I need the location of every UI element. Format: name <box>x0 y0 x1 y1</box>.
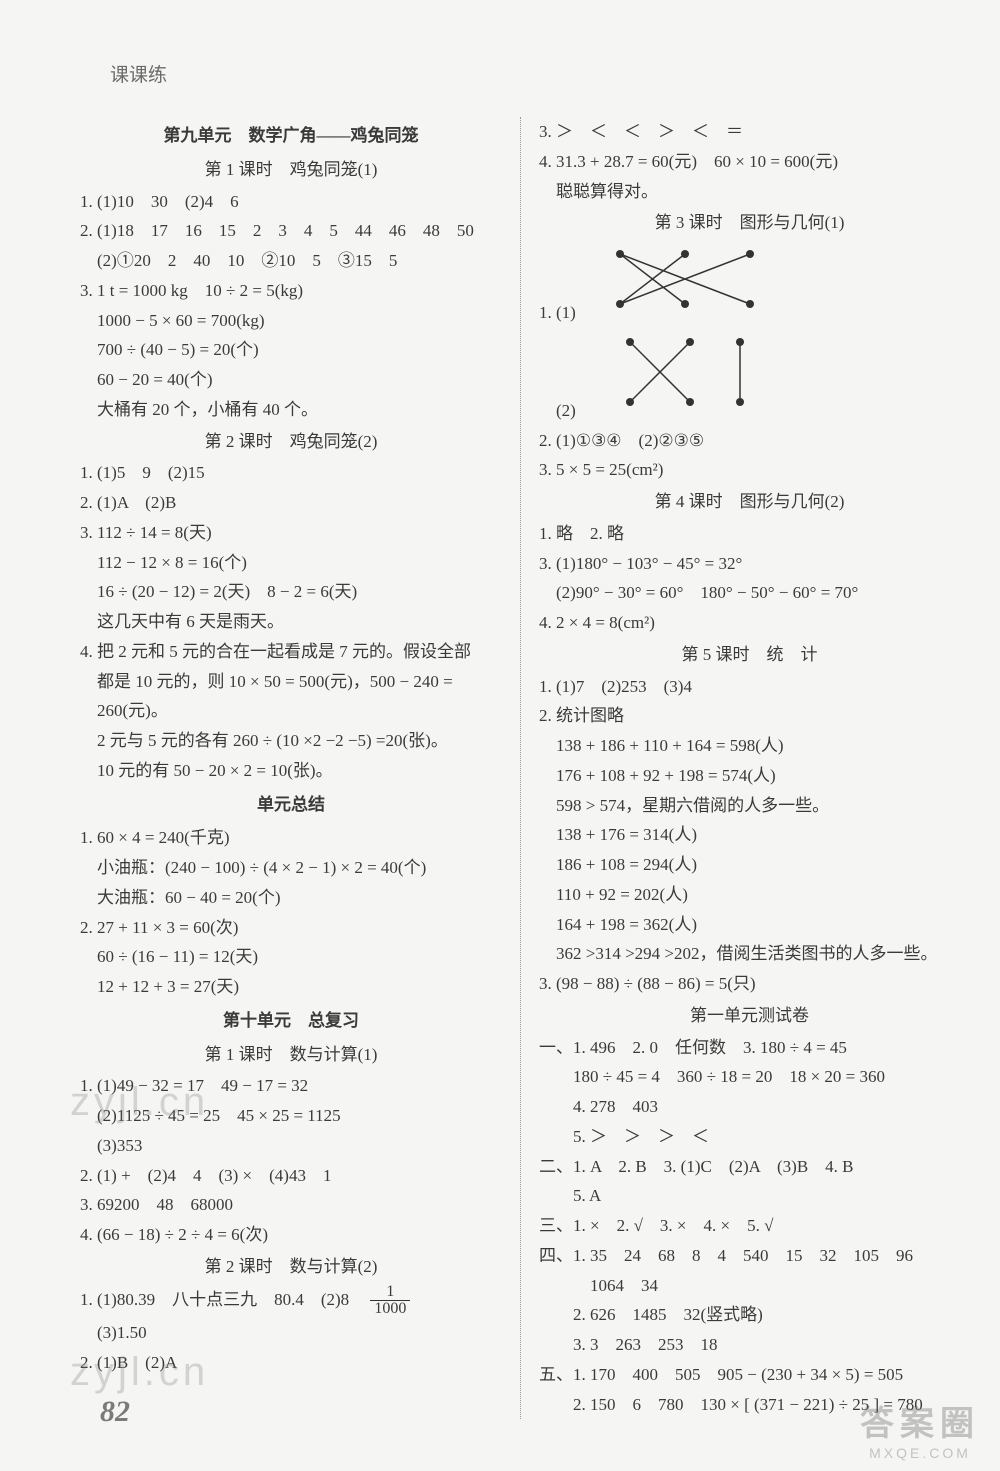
answer-line: 1. (1)80.39 八十点三九 80.4 (2)8 1 1000 <box>80 1284 502 1319</box>
answer-line: 4. 把 2 元和 5 元的合在一起看成是 7 元的。假设全部 <box>80 637 502 667</box>
page-number: 82 <box>100 1395 130 1429</box>
unit9-title: 第九单元 数学广角——鸡兔同笼 <box>80 121 502 151</box>
answer-line: 3. 69200 48 68000 <box>80 1190 502 1220</box>
answer-line: 4. 31.3 + 28.7 = 60(元) 60 × 10 = 600(元) <box>539 147 960 177</box>
answer-line: 2. 统计图略 <box>539 701 960 731</box>
fraction: 1 1000 <box>370 1284 410 1319</box>
matching-diagram-2 <box>610 332 760 412</box>
brand-watermark: 答案圈 MXQE.COM <box>860 1396 980 1461</box>
answer-line: 3. 5 × 5 = 25(cm²) <box>539 455 960 485</box>
answer-line: 260(元)。 <box>80 696 502 726</box>
u9-summary-title: 单元总结 <box>80 790 502 820</box>
unit10-title: 第十单元 总复习 <box>80 1006 502 1036</box>
answer-line: 2. (1) + (2)4 4 (3) × (4)43 1 <box>80 1161 502 1191</box>
answer-line: 二、1. A 2. B 3. (1)C (2)A (3)B 4. B <box>539 1152 960 1182</box>
answer-line: 2 元与 5 元的各有 260 ÷ (10 ×2 −2 −5) =20(张)。 <box>80 726 502 756</box>
answer-line: 3. ＞ ＜ ＜ ＞ ＜ ＝ <box>539 117 960 147</box>
answer-line: 3. 112 ÷ 14 = 8(天) <box>80 518 502 548</box>
answer-line: 一、1. 496 2. 0 任何数 3. 180 ÷ 4 = 45 <box>539 1033 960 1063</box>
brand-url: MXQE.COM <box>860 1445 980 1461</box>
answer-line: 1. 略 2. 略 <box>539 519 960 549</box>
u10-l3-title: 第 3 课时 图形与几何(1) <box>539 208 960 238</box>
test1-title: 第一单元测试卷 <box>539 1001 960 1031</box>
answer-line: 16 ÷ (20 − 12) = 2(天) 8 − 2 = 6(天) <box>80 577 502 607</box>
answer-line: 1064 34 <box>539 1271 960 1301</box>
fraction-numerator: 1 <box>370 1284 410 1302</box>
answer-line: 3. 3 263 253 18 <box>539 1330 960 1360</box>
answer-line: (3)353 <box>80 1131 502 1161</box>
u10-l1-title: 第 1 课时 数与计算(1) <box>80 1040 502 1070</box>
answer-line: 三、1. × 2. √ 3. × 4. × 5. √ <box>539 1211 960 1241</box>
answer-line: 2. (1)A (2)B <box>80 488 502 518</box>
left-column: 第九单元 数学广角——鸡兔同笼 第 1 课时 鸡兔同笼(1) 1. (1)10 … <box>80 117 520 1419</box>
answer-line: 4. 278 403 <box>539 1092 960 1122</box>
book-title: 课课练 <box>110 60 960 87</box>
answer-line: 五、1. 170 400 505 905 − (230 + 34 × 5) = … <box>539 1360 960 1390</box>
answer-line: 1. (1) <box>539 240 960 328</box>
answer-line: 1. (1)7 (2)253 (3)4 <box>539 672 960 702</box>
brand-name: 答案圈 <box>860 1396 980 1445</box>
answer-line: 186 + 108 = 294(人) <box>539 850 960 880</box>
answer-line: 362 >314 >294 >202，借阅生活类图书的人多一些。 <box>539 939 960 969</box>
answer-line: 164 + 198 = 362(人) <box>539 910 960 940</box>
answer-line: 都是 10 元的，则 10 × 50 = 500(元)，500 − 240 = <box>80 667 502 697</box>
answer-line: 1. (1)49 − 32 = 17 49 − 17 = 32 <box>80 1071 502 1101</box>
fraction-denominator: 1000 <box>370 1301 410 1318</box>
answer-line: 4. (66 − 18) ÷ 2 ÷ 4 = 6(次) <box>80 1220 502 1250</box>
answer-line: 小油瓶：(240 − 100) ÷ (4 × 2 − 1) × 2 = 40(个… <box>80 853 502 883</box>
answer-line: 598 > 574，星期六借阅的人多一些。 <box>539 791 960 821</box>
answer-line: 5. ＞ ＞ ＞ ＜ <box>539 1122 960 1152</box>
answer-line: 1000 − 5 × 60 = 700(kg) <box>80 306 502 336</box>
answer-line: 138 + 186 + 110 + 164 = 598(人) <box>539 731 960 761</box>
answer-line: 5. A <box>539 1181 960 1211</box>
u10-l4-title: 第 4 课时 图形与几何(2) <box>539 487 960 517</box>
answer-line: 四、1. 35 24 68 8 4 540 15 32 105 96 <box>539 1241 960 1271</box>
answer-line: 大油瓶：60 − 40 = 20(个) <box>80 883 502 913</box>
answer-line: 180 ÷ 45 = 4 360 ÷ 18 = 20 18 × 20 = 360 <box>539 1062 960 1092</box>
answer-line: (2)1125 ÷ 45 = 25 45 × 25 = 1125 <box>80 1101 502 1131</box>
answer-line: 12 + 12 + 3 = 27(天) <box>80 972 502 1002</box>
answer-line: 1. (1)5 9 (2)15 <box>80 458 502 488</box>
answer-line: 60 ÷ (16 − 11) = 12(天) <box>80 942 502 972</box>
answer-line: 3. (98 − 88) ÷ (88 − 86) = 5(只) <box>539 969 960 999</box>
answer-line: (2)①20 2 40 10 ②10 5 ③15 5 <box>80 246 502 276</box>
answer-line: 这几天中有 6 天是雨天。 <box>80 607 502 637</box>
answer-line: 1. (1)10 30 (2)4 6 <box>80 187 502 217</box>
answer-line: 2. (1)18 17 16 15 2 3 4 5 44 46 48 50 <box>80 216 502 246</box>
answer-line: 10 元的有 50 − 20 × 2 = 10(张)。 <box>80 756 502 786</box>
answer-line: 3. 1 t = 1000 kg 10 ÷ 2 = 5(kg) <box>80 276 502 306</box>
answer-line: 2. (1)①③④ (2)②③⑤ <box>539 426 960 456</box>
diagram-label: 1. (1) <box>539 303 576 322</box>
u9-l1-title: 第 1 课时 鸡兔同笼(1) <box>80 155 502 185</box>
answer-line: 2. (1)B (2)A <box>80 1348 502 1378</box>
u10-l2-title: 第 2 课时 数与计算(2) <box>80 1252 502 1282</box>
answer-line: 1. 60 × 4 = 240(千克) <box>80 823 502 853</box>
right-column: 3. ＞ ＜ ＜ ＞ ＜ ＝ 4. 31.3 + 28.7 = 60(元) 60… <box>520 117 960 1419</box>
answer-line: 176 + 108 + 92 + 198 = 574(人) <box>539 761 960 791</box>
matching-diagram-1 <box>610 244 760 314</box>
content-columns: 第九单元 数学广角——鸡兔同笼 第 1 课时 鸡兔同笼(1) 1. (1)10 … <box>80 117 960 1419</box>
answer-line: 112 − 12 × 8 = 16(个) <box>80 548 502 578</box>
answer-line: 60 − 20 = 40(个) <box>80 365 502 395</box>
answer-line: 2. 626 1485 32(竖式略) <box>539 1300 960 1330</box>
answer-line: (2) <box>539 328 960 426</box>
answer-line: 聪聪算得对。 <box>539 177 960 207</box>
diagram-label: (2) <box>539 401 576 420</box>
u9-l2-title: 第 2 课时 鸡兔同笼(2) <box>80 427 502 457</box>
answer-text: 1. (1)80.39 八十点三九 80.4 (2)8 <box>80 1290 366 1309</box>
answer-line: 2. 27 + 11 × 3 = 60(次) <box>80 913 502 943</box>
answer-line: 138 + 176 = 314(人) <box>539 820 960 850</box>
answer-line: (3)1.50 <box>80 1318 502 1348</box>
answer-line: 110 + 92 = 202(人) <box>539 880 960 910</box>
answer-line: 3. (1)180° − 103° − 45° = 32° <box>539 549 960 579</box>
answer-line: 大桶有 20 个，小桶有 40 个。 <box>80 395 502 425</box>
u10-l5-title: 第 5 课时 统 计 <box>539 640 960 670</box>
answer-line: 700 ÷ (40 − 5) = 20(个) <box>80 335 502 365</box>
answer-line: (2)90° − 30° = 60° 180° − 50° − 60° = 70… <box>539 578 960 608</box>
answer-line: 4. 2 × 4 = 8(cm²) <box>539 608 960 638</box>
